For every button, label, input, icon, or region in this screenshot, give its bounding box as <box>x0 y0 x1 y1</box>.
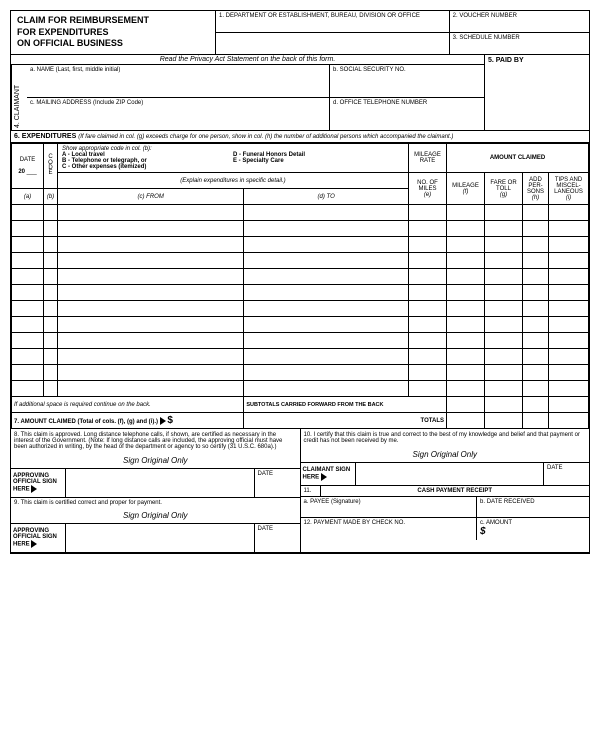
totals-row: 7. AMOUNT CLAIMED (Total of cols. (f), (… <box>12 413 589 429</box>
date9[interactable]: DATE <box>255 524 300 552</box>
reimbursement-form: CLAIM FOR REIMBURSEMENT FOR EXPENDITURES… <box>10 10 590 554</box>
phone-field[interactable]: d. OFFICE TELEPHONE NUMBER <box>330 98 484 130</box>
schedule-label: 3. SCHEDULE NUMBER <box>450 33 589 54</box>
exp-row[interactable] <box>12 253 589 269</box>
amount7-cell: 7. AMOUNT CLAIMED (Total of cols. (f), (… <box>12 413 244 429</box>
box10-text: 10. I certify that this claim is true an… <box>301 429 590 447</box>
claimant-sig[interactable] <box>356 463 545 485</box>
payee-field[interactable]: a. PAYEE (Signature) <box>301 497 478 517</box>
expenditures-header: 6. EXPENDITURES (If fare claimed in col.… <box>11 131 589 143</box>
box11-label: 11. <box>301 486 321 496</box>
claimant-section: 4. CLAIMANT <box>11 65 27 130</box>
title-line2: FOR EXPENDITURES <box>17 27 209 39</box>
code-legend: Show appropriate code in col. (b): A - L… <box>58 144 409 173</box>
from-header: (c) FROM <box>58 189 244 205</box>
mail-field[interactable]: c. MAILING ADDRESS (Include ZIP Code) <box>27 98 330 130</box>
cert-row: 8. This claim is approved. Long distance… <box>11 429 589 553</box>
ssn-field[interactable]: b. SOCIAL SECURITY NO. <box>330 65 484 97</box>
exp-row[interactable] <box>12 317 589 333</box>
date-received[interactable]: b. DATE RECEIVED <box>477 497 589 517</box>
exp-row[interactable] <box>12 365 589 381</box>
box12[interactable]: 12. PAYMENT MADE BY CHECK NO. <box>301 518 478 540</box>
exp-row[interactable] <box>12 301 589 317</box>
title-line1: CLAIM FOR REIMBURSEMENT <box>17 15 209 27</box>
exp-row[interactable] <box>12 381 589 397</box>
title-line3: ON OFFICIAL BUSINESS <box>17 38 209 50</box>
sign9: Sign Original Only <box>11 508 300 523</box>
cash-receipt: CASH PAYMENT RECEIPT <box>321 486 590 496</box>
continue-note: If additional space is required continue… <box>12 397 244 413</box>
fare-col: FARE OR TOLL(g) <box>485 173 523 205</box>
miles-header: NO. OF MILES(e) <box>409 173 447 205</box>
col-b: (b) <box>44 189 58 205</box>
name-field[interactable]: a. NAME (Last, first, middle initial) <box>27 65 330 97</box>
box8-9: 8. This claim is approved. Long distance… <box>11 429 301 552</box>
privacy-text: Read the Privacy Act Statement on the ba… <box>11 55 484 65</box>
exp-row[interactable] <box>12 221 589 237</box>
exp-row[interactable] <box>12 269 589 285</box>
claimant-sign-label: CLAIMANT SIGN HERE <box>301 463 356 485</box>
col-a: (a) <box>12 189 44 205</box>
amount-claimed-header: AMOUNT CLAIMED <box>447 144 589 173</box>
dept-field[interactable] <box>216 33 450 54</box>
box8-text: 8. This claim is approved. Long distance… <box>11 429 300 453</box>
subtotals-label: SUBTOTALS CARRIED FORWARD FROM THE BACK <box>244 397 447 413</box>
paid-by: 5. PAID BY <box>484 55 589 130</box>
arrow-icon <box>31 540 37 548</box>
sign8: Sign Original Only <box>11 453 300 468</box>
date-header: DATE 20 ___ <box>12 144 44 189</box>
exp-row[interactable] <box>12 237 589 253</box>
date10[interactable]: DATE <box>544 463 589 485</box>
approving-sig2[interactable] <box>66 524 255 552</box>
arrow-icon <box>321 473 327 481</box>
box9-text: 9. This claim is certified correct and p… <box>11 497 300 508</box>
sign10: Sign Original Only <box>301 447 590 462</box>
arrow-icon <box>31 485 37 493</box>
date8[interactable]: DATE <box>255 469 300 497</box>
arrow-icon <box>160 417 166 425</box>
box10-12: 10. I certify that this claim is true an… <box>301 429 590 552</box>
code-header: CODE <box>44 144 58 189</box>
voucher-label: 2. VOUCHER NUMBER <box>450 11 589 32</box>
to-header: (d) TO <box>244 189 409 205</box>
approving-sig1[interactable] <box>66 469 255 497</box>
totals-label: TOTALS <box>244 413 447 429</box>
mileage-rate-header: MILEAGE RATE <box>409 144 447 173</box>
approving-label2: APPROVING OFFICIAL SIGN HERE <box>11 524 66 552</box>
expenditure-table: DATE 20 ___ CODE Show appropriate code i… <box>11 143 589 429</box>
exp-header-row2: (Explain expenditures in specific detail… <box>12 173 589 189</box>
exp-row[interactable] <box>12 333 589 349</box>
exp-row[interactable] <box>12 349 589 365</box>
mileage-col: MILEAGE(f) <box>447 173 485 205</box>
dept-label: 1. DEPARTMENT OR ESTABLISHMENT, BUREAU, … <box>216 11 450 32</box>
form-title: CLAIM FOR REIMBURSEMENT FOR EXPENDITURES… <box>11 11 216 54</box>
exp-row[interactable] <box>12 285 589 301</box>
top-right: 1. DEPARTMENT OR ESTABLISHMENT, BUREAU, … <box>216 11 589 54</box>
explain-header: (Explain expenditures in specific detail… <box>58 173 409 189</box>
subtotals-row: If additional space is required continue… <box>12 397 589 413</box>
approving-label1: APPROVING OFFICIAL SIGN HERE <box>11 469 66 497</box>
amount-c[interactable]: c. AMOUNT $ <box>477 518 589 540</box>
tips-col: TIPS AND MISCEL-LANEOUS(i) <box>549 173 589 205</box>
exp-header-row1: DATE 20 ___ CODE Show appropriate code i… <box>12 144 589 173</box>
header-row: CLAIM FOR REIMBURSEMENT FOR EXPENDITURES… <box>11 11 589 55</box>
privacy-row: Read the Privacy Act Statement on the ba… <box>11 55 589 131</box>
persons-col: ADD PER-SONS(h) <box>523 173 549 205</box>
exp-row[interactable] <box>12 205 589 221</box>
